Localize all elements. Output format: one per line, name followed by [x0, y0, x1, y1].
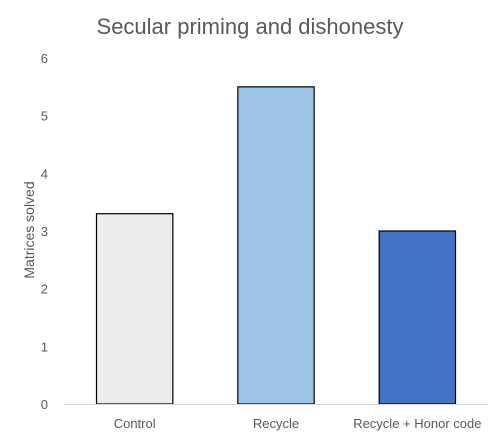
y-tick-label: 1 [41, 339, 48, 354]
y-tick-label: 4 [41, 166, 48, 181]
y-tick-label: 0 [41, 397, 48, 412]
y-axis-ticks: 0 1 2 3 4 5 6 [41, 51, 48, 412]
chart-title: Secular priming and dishonesty [97, 14, 404, 39]
x-axis-categories: Control Recycle Recycle + Honor code [114, 416, 482, 431]
bars [95, 86, 457, 405]
y-axis-label: Matrices solved [21, 181, 37, 278]
y-tick-label: 2 [41, 282, 48, 297]
x-category-label: Recycle + Honor code [353, 416, 481, 431]
y-tick-label: 3 [41, 224, 48, 239]
x-category-label: Control [114, 416, 156, 431]
bar-recycle [237, 86, 315, 405]
y-tick-label: 6 [41, 51, 48, 66]
bar-control [95, 213, 174, 405]
x-category-label: Recycle [253, 416, 299, 431]
y-tick-label: 5 [41, 109, 48, 124]
bar-recycle-honor-code [378, 230, 457, 405]
